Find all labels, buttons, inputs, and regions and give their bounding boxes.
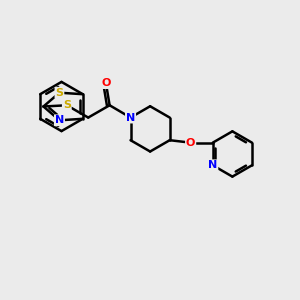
Text: N: N bbox=[55, 115, 64, 125]
Text: S: S bbox=[56, 88, 63, 98]
Text: O: O bbox=[186, 138, 195, 148]
Text: S: S bbox=[63, 100, 71, 110]
Text: N: N bbox=[126, 112, 135, 123]
Text: N: N bbox=[208, 160, 218, 170]
Text: O: O bbox=[101, 78, 111, 88]
